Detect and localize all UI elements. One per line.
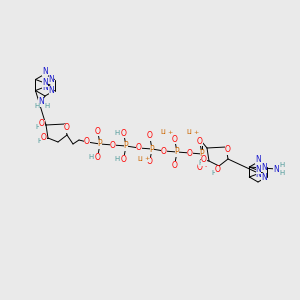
Text: -: -	[205, 164, 207, 169]
Text: N: N	[38, 98, 44, 106]
Text: O: O	[201, 155, 207, 164]
Text: N: N	[255, 154, 261, 164]
Text: +: +	[167, 130, 172, 134]
Text: O: O	[121, 154, 127, 164]
Text: O: O	[95, 127, 101, 136]
Text: P: P	[98, 140, 102, 148]
Text: O: O	[172, 160, 178, 169]
Text: O: O	[39, 119, 45, 128]
Text: H: H	[35, 124, 40, 130]
Text: O: O	[147, 131, 153, 140]
Text: P: P	[150, 145, 154, 154]
Text: H: H	[212, 170, 217, 176]
Text: O: O	[147, 158, 153, 166]
Text: H: H	[88, 154, 94, 160]
Text: N: N	[261, 172, 266, 182]
Text: Li: Li	[186, 129, 192, 135]
Text: O: O	[225, 146, 231, 154]
Text: Li: Li	[137, 156, 143, 162]
Text: P: P	[200, 149, 204, 158]
Text: O: O	[215, 166, 221, 175]
Text: N: N	[42, 78, 47, 87]
Text: N: N	[261, 163, 266, 172]
Text: H: H	[44, 103, 50, 109]
Text: N: N	[49, 75, 54, 84]
Text: N: N	[49, 86, 54, 95]
Text: N: N	[256, 165, 261, 174]
Text: H: H	[279, 170, 285, 176]
Text: P: P	[124, 142, 128, 151]
Text: +: +	[194, 130, 199, 134]
Text: O: O	[41, 134, 47, 142]
Text: O: O	[187, 148, 193, 158]
Text: O: O	[136, 143, 142, 152]
Text: O: O	[197, 163, 203, 172]
Text: Li: Li	[160, 129, 166, 135]
Text: H: H	[114, 130, 120, 136]
Text: H: H	[114, 156, 120, 162]
Text: O: O	[121, 128, 127, 137]
Text: N: N	[42, 83, 47, 92]
Text: N: N	[273, 164, 279, 173]
Text: H: H	[198, 160, 204, 166]
Text: O: O	[95, 152, 101, 161]
Text: O: O	[110, 140, 116, 149]
Text: H: H	[38, 138, 43, 144]
Text: +: +	[144, 157, 150, 161]
Text: O: O	[84, 137, 90, 146]
Text: N: N	[42, 67, 48, 76]
Text: H: H	[34, 103, 40, 109]
Text: N: N	[256, 170, 261, 179]
Text: O: O	[64, 124, 70, 133]
Text: O: O	[172, 134, 178, 143]
Text: O: O	[197, 136, 203, 146]
Text: P: P	[175, 148, 179, 157]
Text: O: O	[161, 146, 167, 155]
Text: H: H	[279, 162, 285, 168]
